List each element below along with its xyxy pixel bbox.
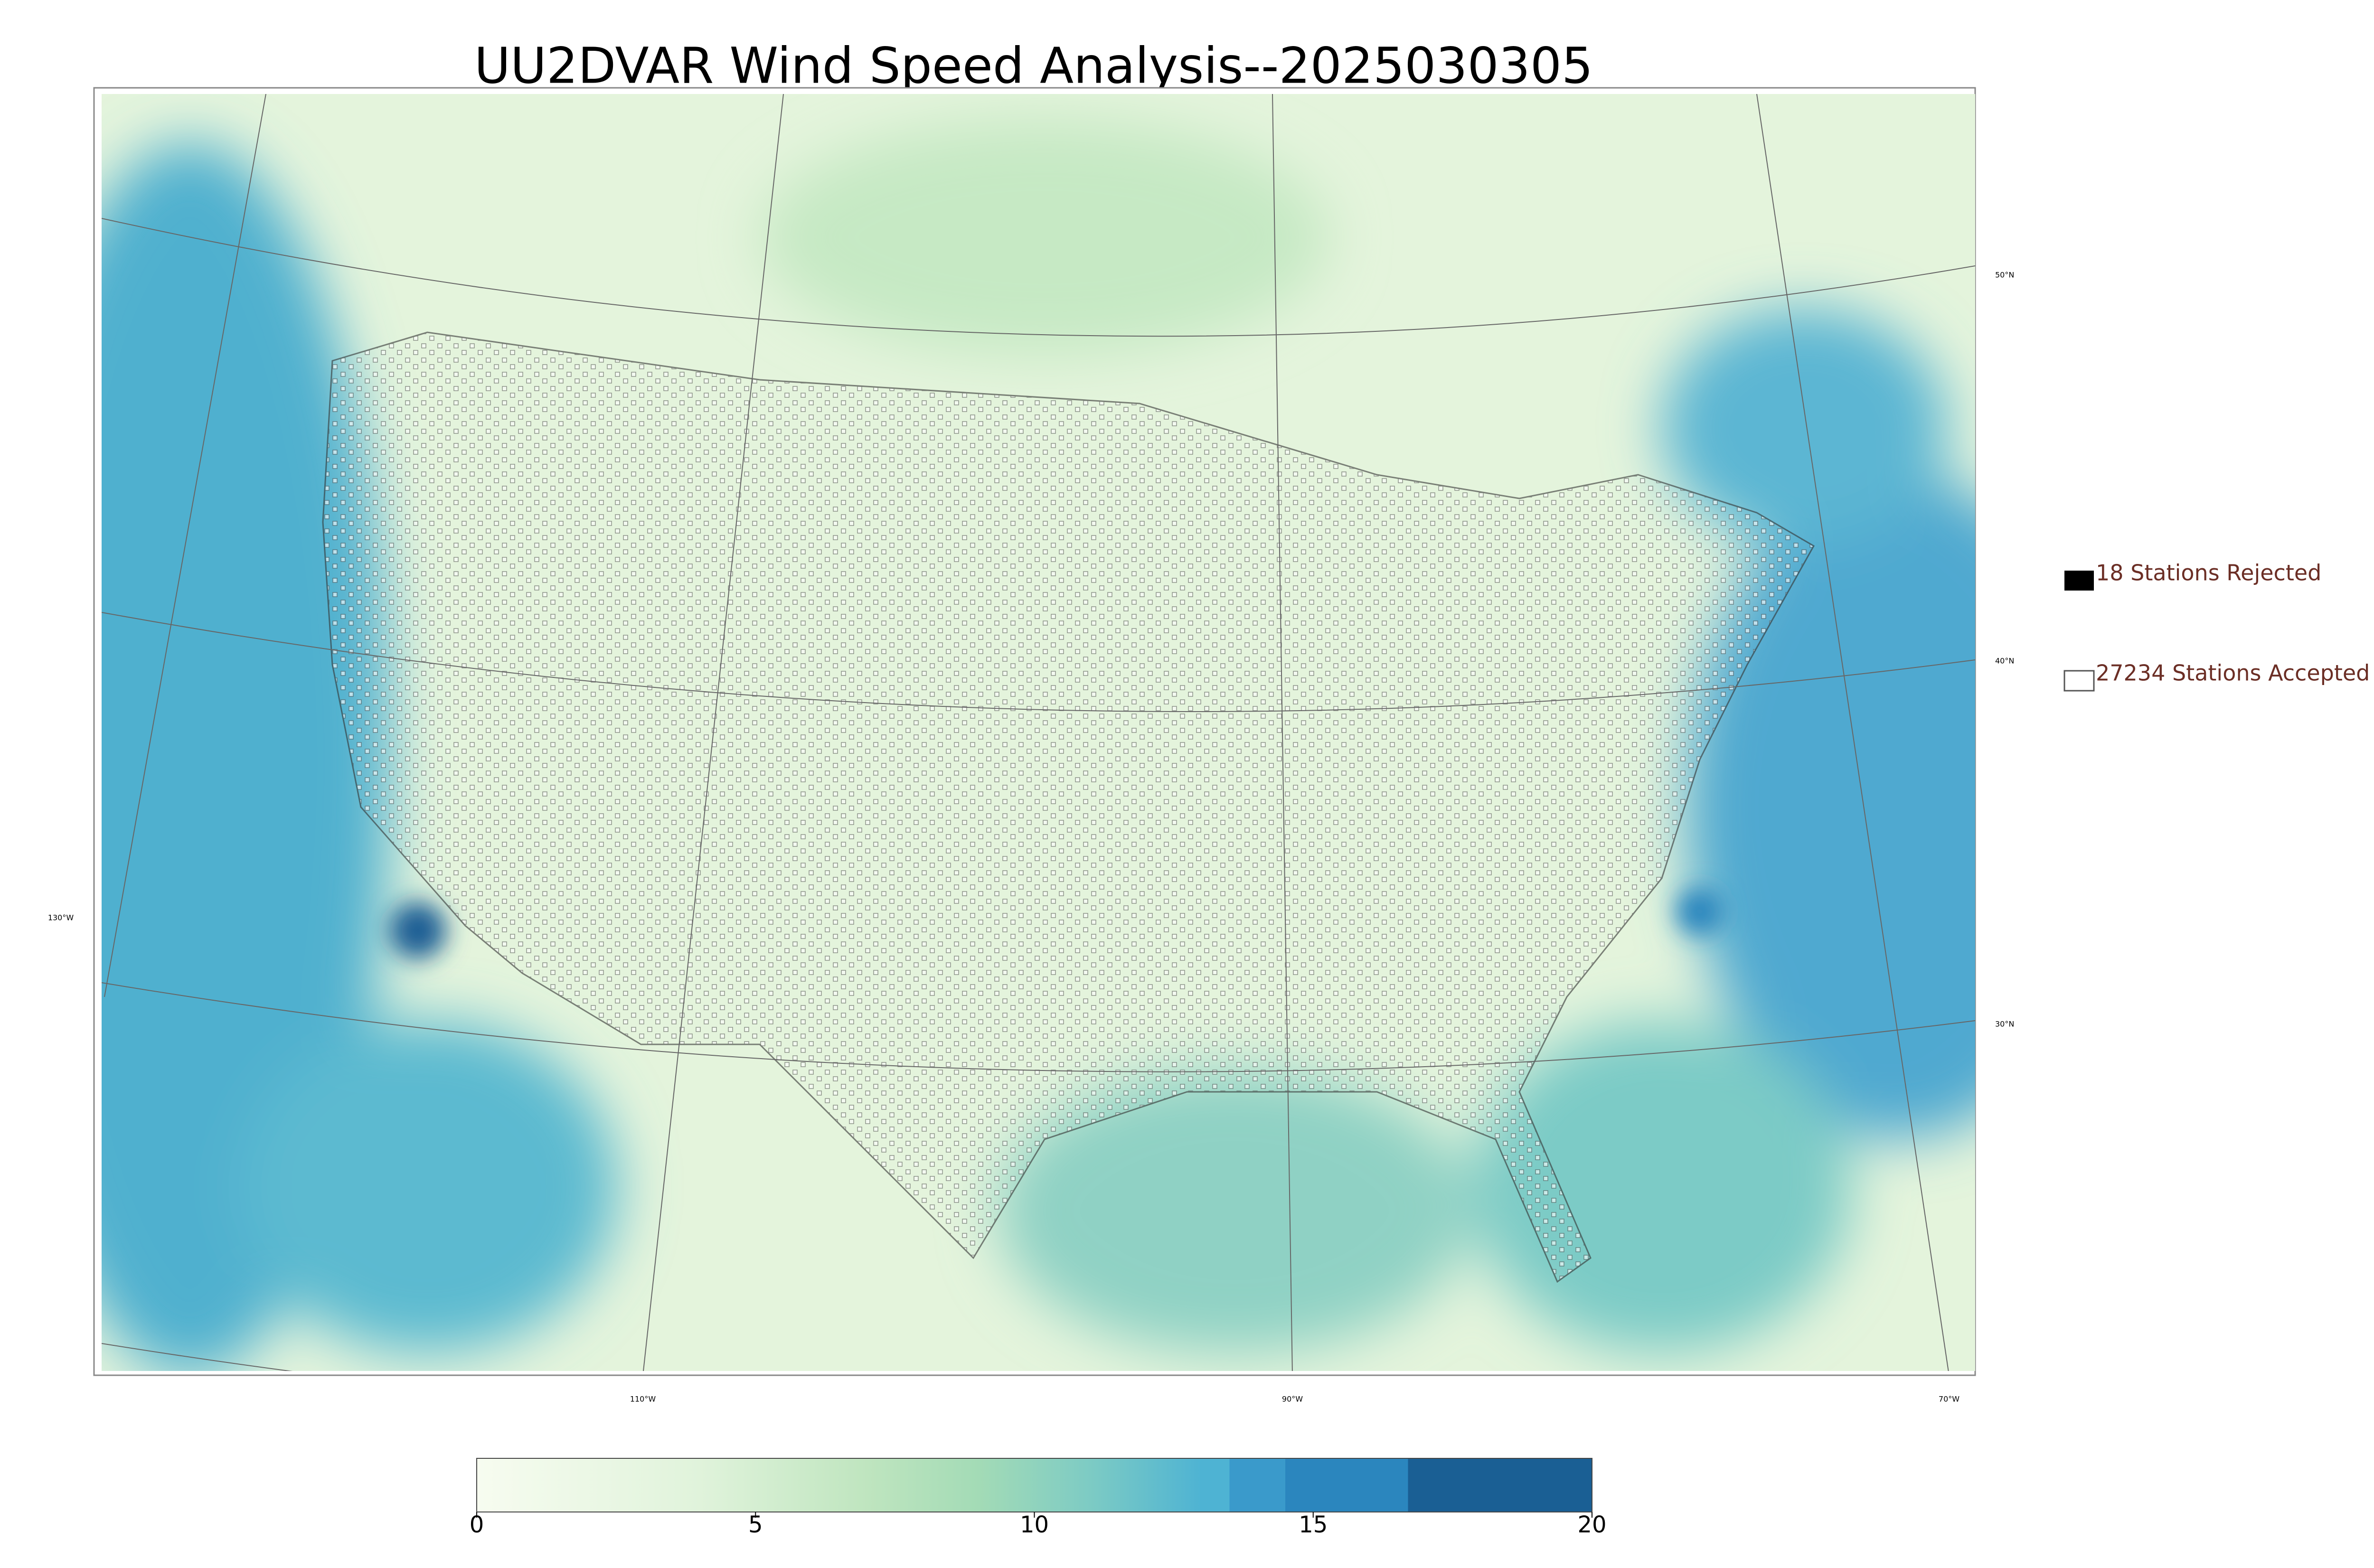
legend-label: 27234 Stations Accepted [2096, 660, 2370, 686]
title: UU2DVAR Wind Speed Analysis--2025030305 [474, 37, 1593, 94]
map: 50°N 40°N 30°N 130°W 110°W 90°W 70°W [48, 87, 2014, 1404]
lon-label: 70°W [1939, 1395, 1959, 1404]
colorbar: 0 5 10 15 20 [470, 1458, 1607, 1538]
lat-label: 30°N [1995, 1020, 2014, 1029]
colorbar-tick-label: 20 [1577, 1512, 1606, 1538]
legend-swatch [2063, 670, 2095, 692]
lon-label: 110°W [630, 1395, 656, 1404]
colorbar-tick-label: 10 [1020, 1512, 1049, 1538]
lon-label: 130°W [48, 913, 74, 922]
legend-label: 18 Stations Rejected [2096, 560, 2321, 586]
colorbar-scale [476, 1458, 1592, 1512]
legend-swatch [2064, 571, 2094, 591]
lat-label: 40°N [1995, 657, 2014, 666]
colorbar-tick-label: 0 [470, 1512, 484, 1538]
colorbar-tick-label: 15 [1299, 1512, 1328, 1538]
lat-label: 50°N [1995, 271, 2014, 280]
colorbar-tick-label: 5 [748, 1512, 763, 1538]
legend: 18 Stations Rejected 27234 Stations Acce… [2063, 560, 2370, 692]
lon-label: 90°W [1282, 1395, 1303, 1404]
